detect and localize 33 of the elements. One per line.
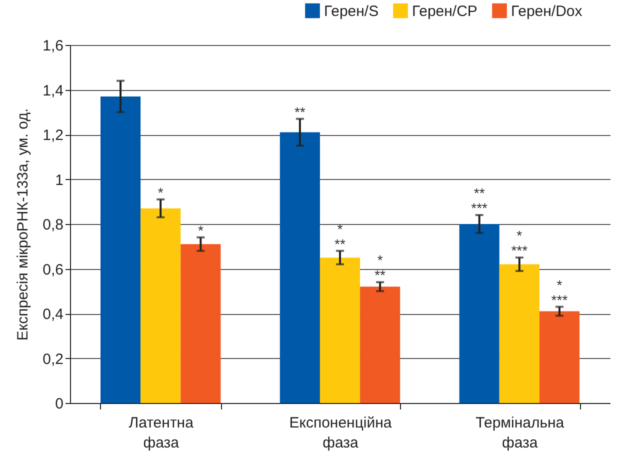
legend-label: Герен/Dox — [511, 2, 583, 20]
bar — [140, 208, 181, 403]
y-tick-label: 0,8 — [42, 216, 64, 234]
bar — [320, 258, 360, 403]
data-label: * *** — [511, 228, 528, 259]
y-tick-label: 0 — [55, 396, 64, 412]
y-tick-label: 1 — [55, 172, 64, 189]
bar — [539, 311, 580, 403]
data-label: ** *** — [471, 185, 488, 216]
y-tick-label: 1,4 — [42, 82, 64, 100]
x-tick-label: Термінальна фаза — [476, 414, 565, 452]
legend-label: Герен/CP — [412, 2, 478, 20]
bar — [100, 96, 141, 403]
bar — [280, 132, 320, 403]
y-tick-label: 0,6 — [42, 261, 64, 278]
bar — [360, 286, 400, 403]
x-tick-label: Експоненційна фаза — [289, 414, 392, 452]
x-tick-label: Латентна фаза — [128, 414, 194, 452]
data-label: * ** — [374, 252, 386, 284]
data-label: * ** — [334, 220, 346, 252]
bar — [180, 244, 221, 403]
data-label: * — [198, 222, 204, 238]
y-axis-title: Експресія мікроРНК-133а, ум. од. — [14, 108, 32, 341]
y-tick-label: 0,2 — [42, 350, 64, 368]
data-label: * *** — [551, 276, 568, 308]
legend-label: Герен/S — [324, 2, 379, 20]
data-label: * — [158, 184, 164, 200]
y-tick-label: 1,2 — [42, 127, 64, 144]
y-tick-label: 1,6 — [42, 38, 64, 54]
data-label: ** — [294, 104, 306, 120]
y-tick-label: 0,4 — [42, 306, 64, 323]
bar — [459, 224, 500, 403]
bar — [499, 264, 540, 403]
